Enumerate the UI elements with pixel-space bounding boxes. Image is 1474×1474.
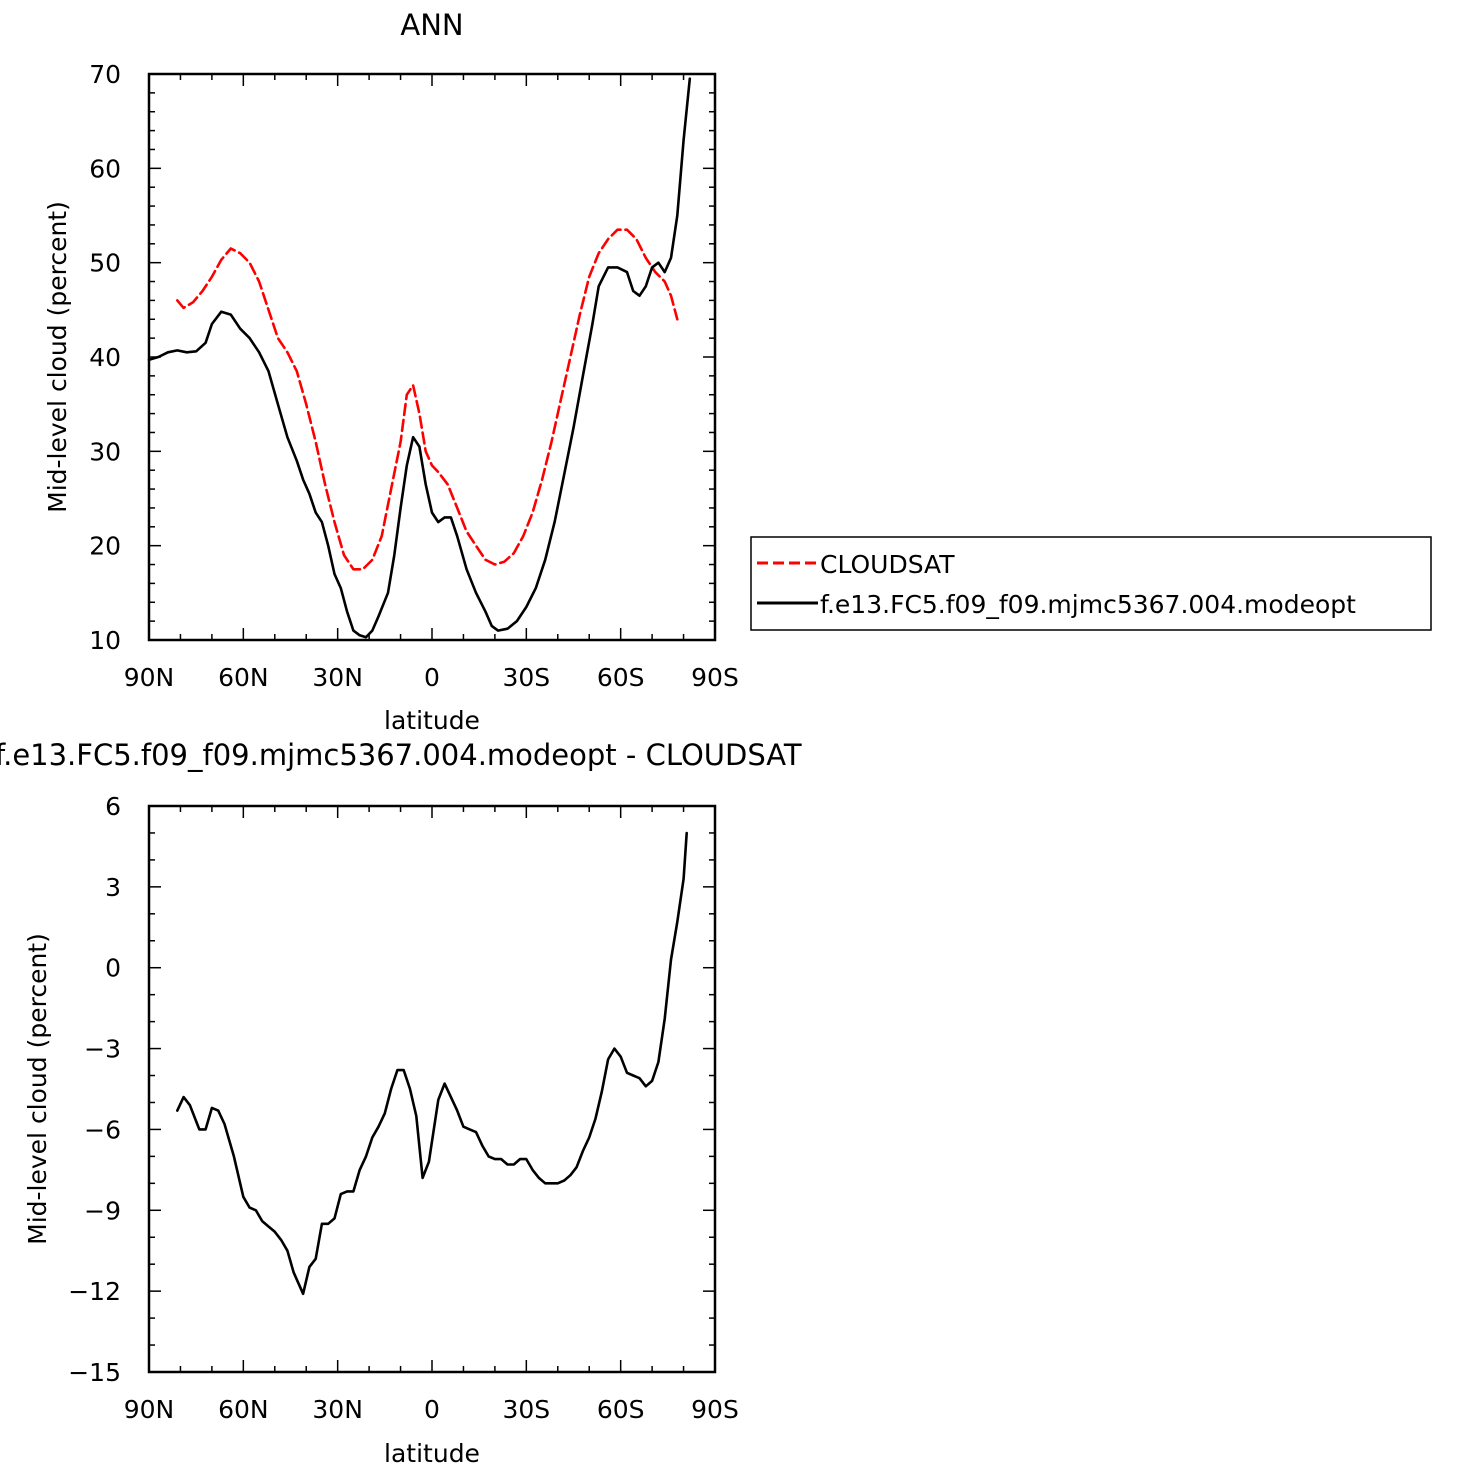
bottom-y-tick-label: 3: [105, 873, 121, 902]
top-x-tick-label: 60S: [597, 663, 645, 692]
bottom-y-tick-label: −12: [68, 1277, 121, 1306]
top-series-group: [147, 77, 692, 639]
top-x-tick-label: 30S: [502, 663, 550, 692]
top-series-line-0: [176, 228, 679, 571]
top-axes: 90N 60N 30N 0 30S 60S 90S 10 20 30 40 50 60 70: [89, 60, 739, 692]
top-y-tick-label: 20: [89, 532, 121, 561]
bottom-y-tick-label: 6: [105, 792, 121, 821]
top-x-axis-label: latitude: [384, 706, 480, 735]
top-y-tick-label: 60: [89, 154, 121, 183]
top-y-tick-label: 70: [89, 60, 121, 89]
legend: CLOUDSAT f.e13.FC5.f09_f09.mjmc5367.004.…: [750, 536, 1432, 631]
bottom-y-tick-label: 0: [105, 954, 121, 983]
top-x-tick-label: 90N: [124, 663, 175, 692]
bottom-series-group: [176, 831, 689, 1296]
top-y-tick-label: 40: [89, 343, 121, 372]
bottom-y-tick-label: −3: [84, 1035, 121, 1064]
bottom-x-tick-label: 90N: [124, 1395, 175, 1424]
legend-box: [750, 536, 1432, 631]
top-x-tick-label: 0: [424, 663, 440, 692]
bottom-plot-frame: [147, 804, 717, 1374]
bottom-x-tick-label: 0: [424, 1395, 440, 1424]
bottom-panel: f.e13.FC5.f09_f09.mjmc5367.004.modeopt -…: [0, 738, 802, 1468]
top-y-tick-label: 30: [89, 437, 121, 466]
bottom-y-axis-label: Mid-level cloud (percent): [23, 933, 52, 1245]
top-x-tick-label: 30N: [312, 663, 363, 692]
top-chart-title: ANN: [400, 8, 463, 42]
top-x-tick-label: 90S: [691, 663, 739, 692]
bottom-x-axis-label: latitude: [384, 1439, 480, 1468]
bottom-x-tick-label: 60S: [597, 1395, 645, 1424]
legend-label-cloudsat: CLOUDSAT: [820, 550, 955, 579]
top-x-tick-label: 60N: [218, 663, 269, 692]
bottom-y-tick-label: −15: [68, 1358, 121, 1387]
bottom-x-tick-label: 30N: [312, 1395, 363, 1424]
bottom-axes: 90N 60N 30N 0 30S 60S 90S −15 −12 −9 −6 −3 0 3 6: [68, 792, 739, 1424]
top-series-line-1: [147, 77, 692, 639]
legend-label-model: f.e13.FC5.f09_f09.mjmc5367.004.modeopt: [820, 590, 1356, 619]
top-y-axis-label: Mid-level cloud (percent): [43, 201, 72, 513]
bottom-y-tick-label: −9: [84, 1196, 121, 1225]
top-plot-frame: [147, 72, 717, 642]
top-y-tick-label: 50: [89, 249, 121, 278]
top-y-tick-label: 10: [89, 626, 121, 655]
bottom-x-tick-label: 90S: [691, 1395, 739, 1424]
bottom-x-tick-label: 30S: [502, 1395, 550, 1424]
bottom-y-tick-label: −6: [84, 1115, 121, 1144]
bottom-series-line-0: [176, 831, 689, 1296]
bottom-x-tick-label: 60N: [218, 1395, 269, 1424]
top-panel: ANN 90N 60N 30N 0 30S 60S 90S 10 20 30 40 50 60 70 la…: [43, 8, 739, 735]
bottom-chart-title: f.e13.FC5.f09_f09.mjmc5367.004.modeopt -…: [0, 738, 802, 772]
